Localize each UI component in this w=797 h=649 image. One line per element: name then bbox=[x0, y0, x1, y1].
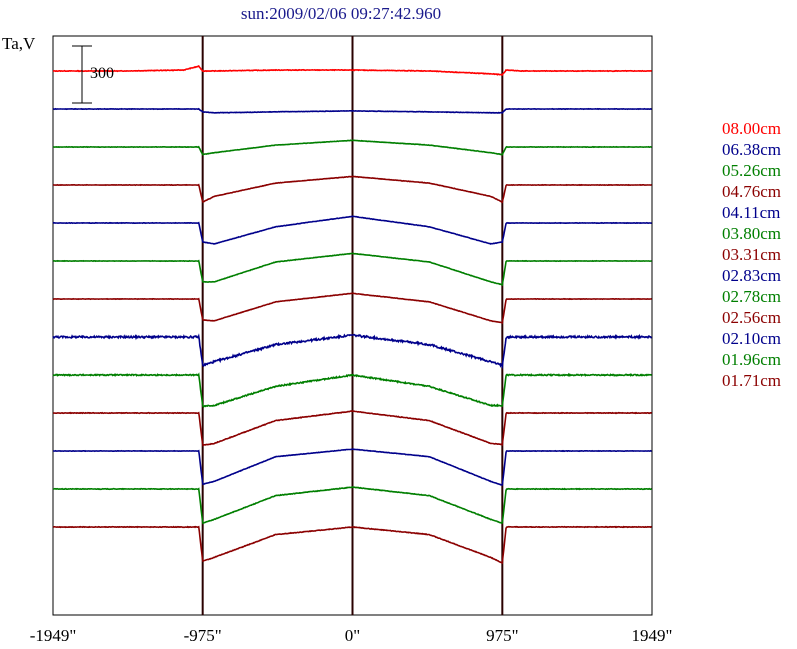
legend-entry-01.96cm: 01.96cm bbox=[722, 350, 781, 369]
legend-entry-03.80cm: 03.80cm bbox=[722, 224, 781, 243]
chart-title: sun:2009/02/06 09:27:42.960 bbox=[241, 4, 441, 23]
series-line-06.38cm bbox=[52, 107, 652, 114]
legend-entry-04.11cm: 04.11cm bbox=[722, 203, 780, 222]
legend-entry-02.83cm: 02.83cm bbox=[722, 266, 781, 285]
x-tick-label-4: 1949" bbox=[632, 626, 673, 645]
series-line-05.26cm bbox=[52, 139, 652, 156]
legend-entry-08.00cm: 08.00cm bbox=[722, 119, 781, 138]
x-tick-label-0: -1949" bbox=[30, 626, 77, 645]
series-line-04.11cm bbox=[52, 215, 652, 245]
legend-entry-04.76cm: 04.76cm bbox=[722, 182, 781, 201]
legend-entry-02.56cm: 02.56cm bbox=[722, 308, 781, 327]
legend-entry-05.26cm: 05.26cm bbox=[722, 161, 781, 180]
y-axis-label: Ta,V bbox=[2, 34, 36, 53]
legend-entry-01.71cm: 01.71cm bbox=[722, 371, 781, 390]
legend-entry-02.10cm: 02.10cm bbox=[722, 329, 781, 348]
series-line-02.78cm bbox=[52, 372, 653, 408]
scale-bar-label: 300 bbox=[90, 65, 114, 82]
series-line-08.00cm bbox=[52, 65, 652, 76]
series-line-01.71cm bbox=[52, 525, 652, 565]
x-tick-label-1: -975" bbox=[184, 626, 222, 645]
series-line-01.96cm bbox=[52, 486, 653, 525]
series-line-02.10cm bbox=[53, 448, 652, 486]
scale-bar: 300 bbox=[72, 45, 114, 104]
legend-entry-03.31cm: 03.31cm bbox=[722, 245, 781, 264]
series-line-02.56cm bbox=[52, 409, 653, 447]
legend-entry-06.38cm: 06.38cm bbox=[722, 140, 781, 159]
series-line-02.83cm bbox=[52, 333, 653, 370]
legend-entry-02.78cm: 02.78cm bbox=[722, 287, 781, 306]
x-tick-label-2: 0" bbox=[345, 626, 360, 645]
series-line-03.31cm bbox=[52, 292, 652, 325]
x-tick-label-3: 975" bbox=[486, 626, 518, 645]
series-line-03.80cm bbox=[52, 252, 652, 286]
series-line-04.76cm bbox=[52, 175, 652, 204]
